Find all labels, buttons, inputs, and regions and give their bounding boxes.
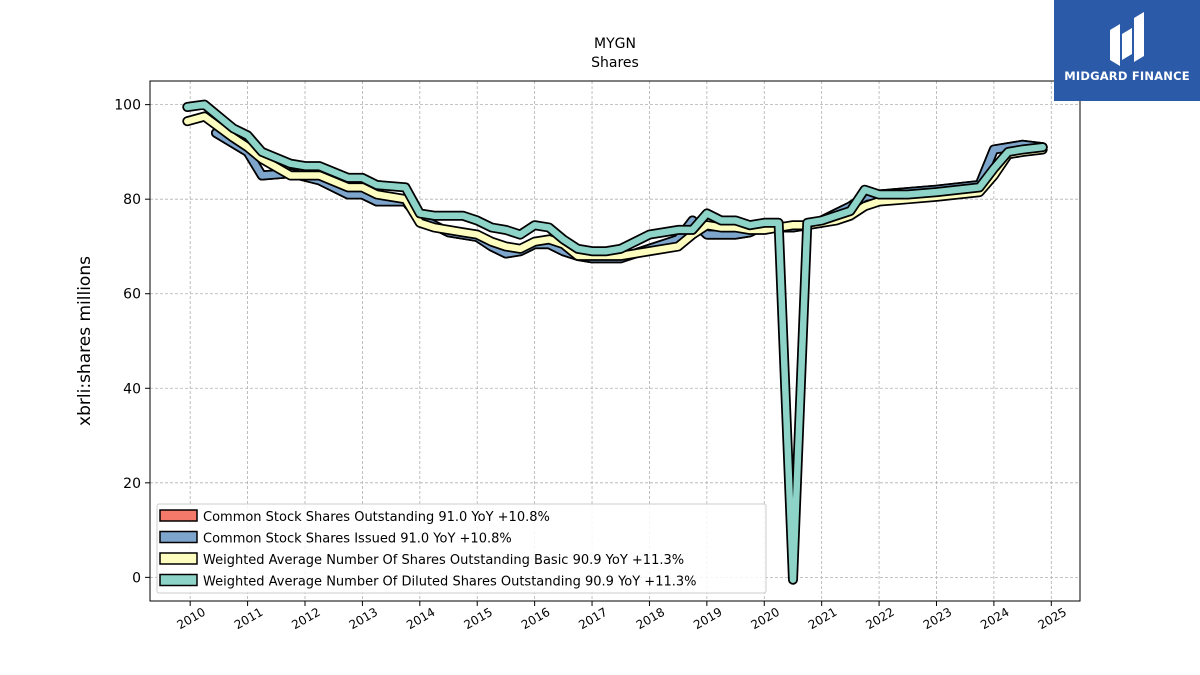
x-tick-label: 2018 [634,605,667,632]
x-tick-label: 2016 [519,605,552,632]
y-tick-label: 20 [123,476,141,492]
x-tick-label: 2010 [174,605,207,632]
legend-label: Common Stock Shares Outstanding 91.0 YoY… [203,510,550,525]
legend: Common Stock Shares Outstanding 91.0 YoY… [156,503,767,594]
y-tick-label: 80 [123,192,141,208]
y-tick-label: 60 [123,287,141,303]
x-tick-label: 2019 [691,605,724,632]
chart-title: MYGN [594,36,636,52]
x-tick-label: 2022 [863,605,896,632]
legend-label: Common Stock Shares Issued 91.0 YoY +10.… [203,532,512,547]
series-outline-2 [182,111,1048,261]
x-ticks: 2010 2011 2012 2013 2014 2015 2016 2017 2018 2019… [174,601,1069,632]
plot-frame [149,80,1081,602]
grid [150,81,1080,601]
series-line-3 [184,101,1046,583]
legend-swatch [159,552,198,565]
x-tick-label: 2023 [921,605,954,632]
series-line-2 [184,113,1046,260]
x-tick-label: 2024 [978,605,1011,632]
brand-name: MIDGARD FINANCE [1064,69,1190,83]
x-tick-label: 2025 [1036,605,1069,632]
chart-subtitle: Shares [591,55,639,71]
y-tick-label: 0 [132,570,141,586]
legend-swatch [159,509,198,522]
y-axis-label: xbrli:shares millions [75,256,95,426]
x-tick-label: 2013 [347,605,380,632]
x-tick-label: 2015 [461,605,494,632]
legend-label: Weighted Average Number Of Shares Outsta… [203,553,684,568]
x-tick-label: 2014 [404,605,437,632]
legend-label: Weighted Average Number Of Diluted Share… [203,575,697,590]
brand-logo: MIDGARD FINANCE [1054,0,1200,101]
legend-box [156,503,767,594]
y-tick-label: 100 [114,98,141,114]
x-tick-label: 2012 [289,605,322,632]
x-tick-label: 2021 [806,605,839,632]
x-tick-label: 2011 [232,605,265,632]
midgard-logo-icon [1110,12,1144,66]
x-tick-label: 2020 [749,605,782,632]
y-ticks: 0 20 40 60 80 100 [114,98,150,586]
legend-swatch [159,573,198,587]
x-tick-label: 2017 [576,605,609,632]
series-lines [182,99,1048,585]
y-tick-label: 40 [123,381,141,397]
legend-swatch [159,530,198,544]
